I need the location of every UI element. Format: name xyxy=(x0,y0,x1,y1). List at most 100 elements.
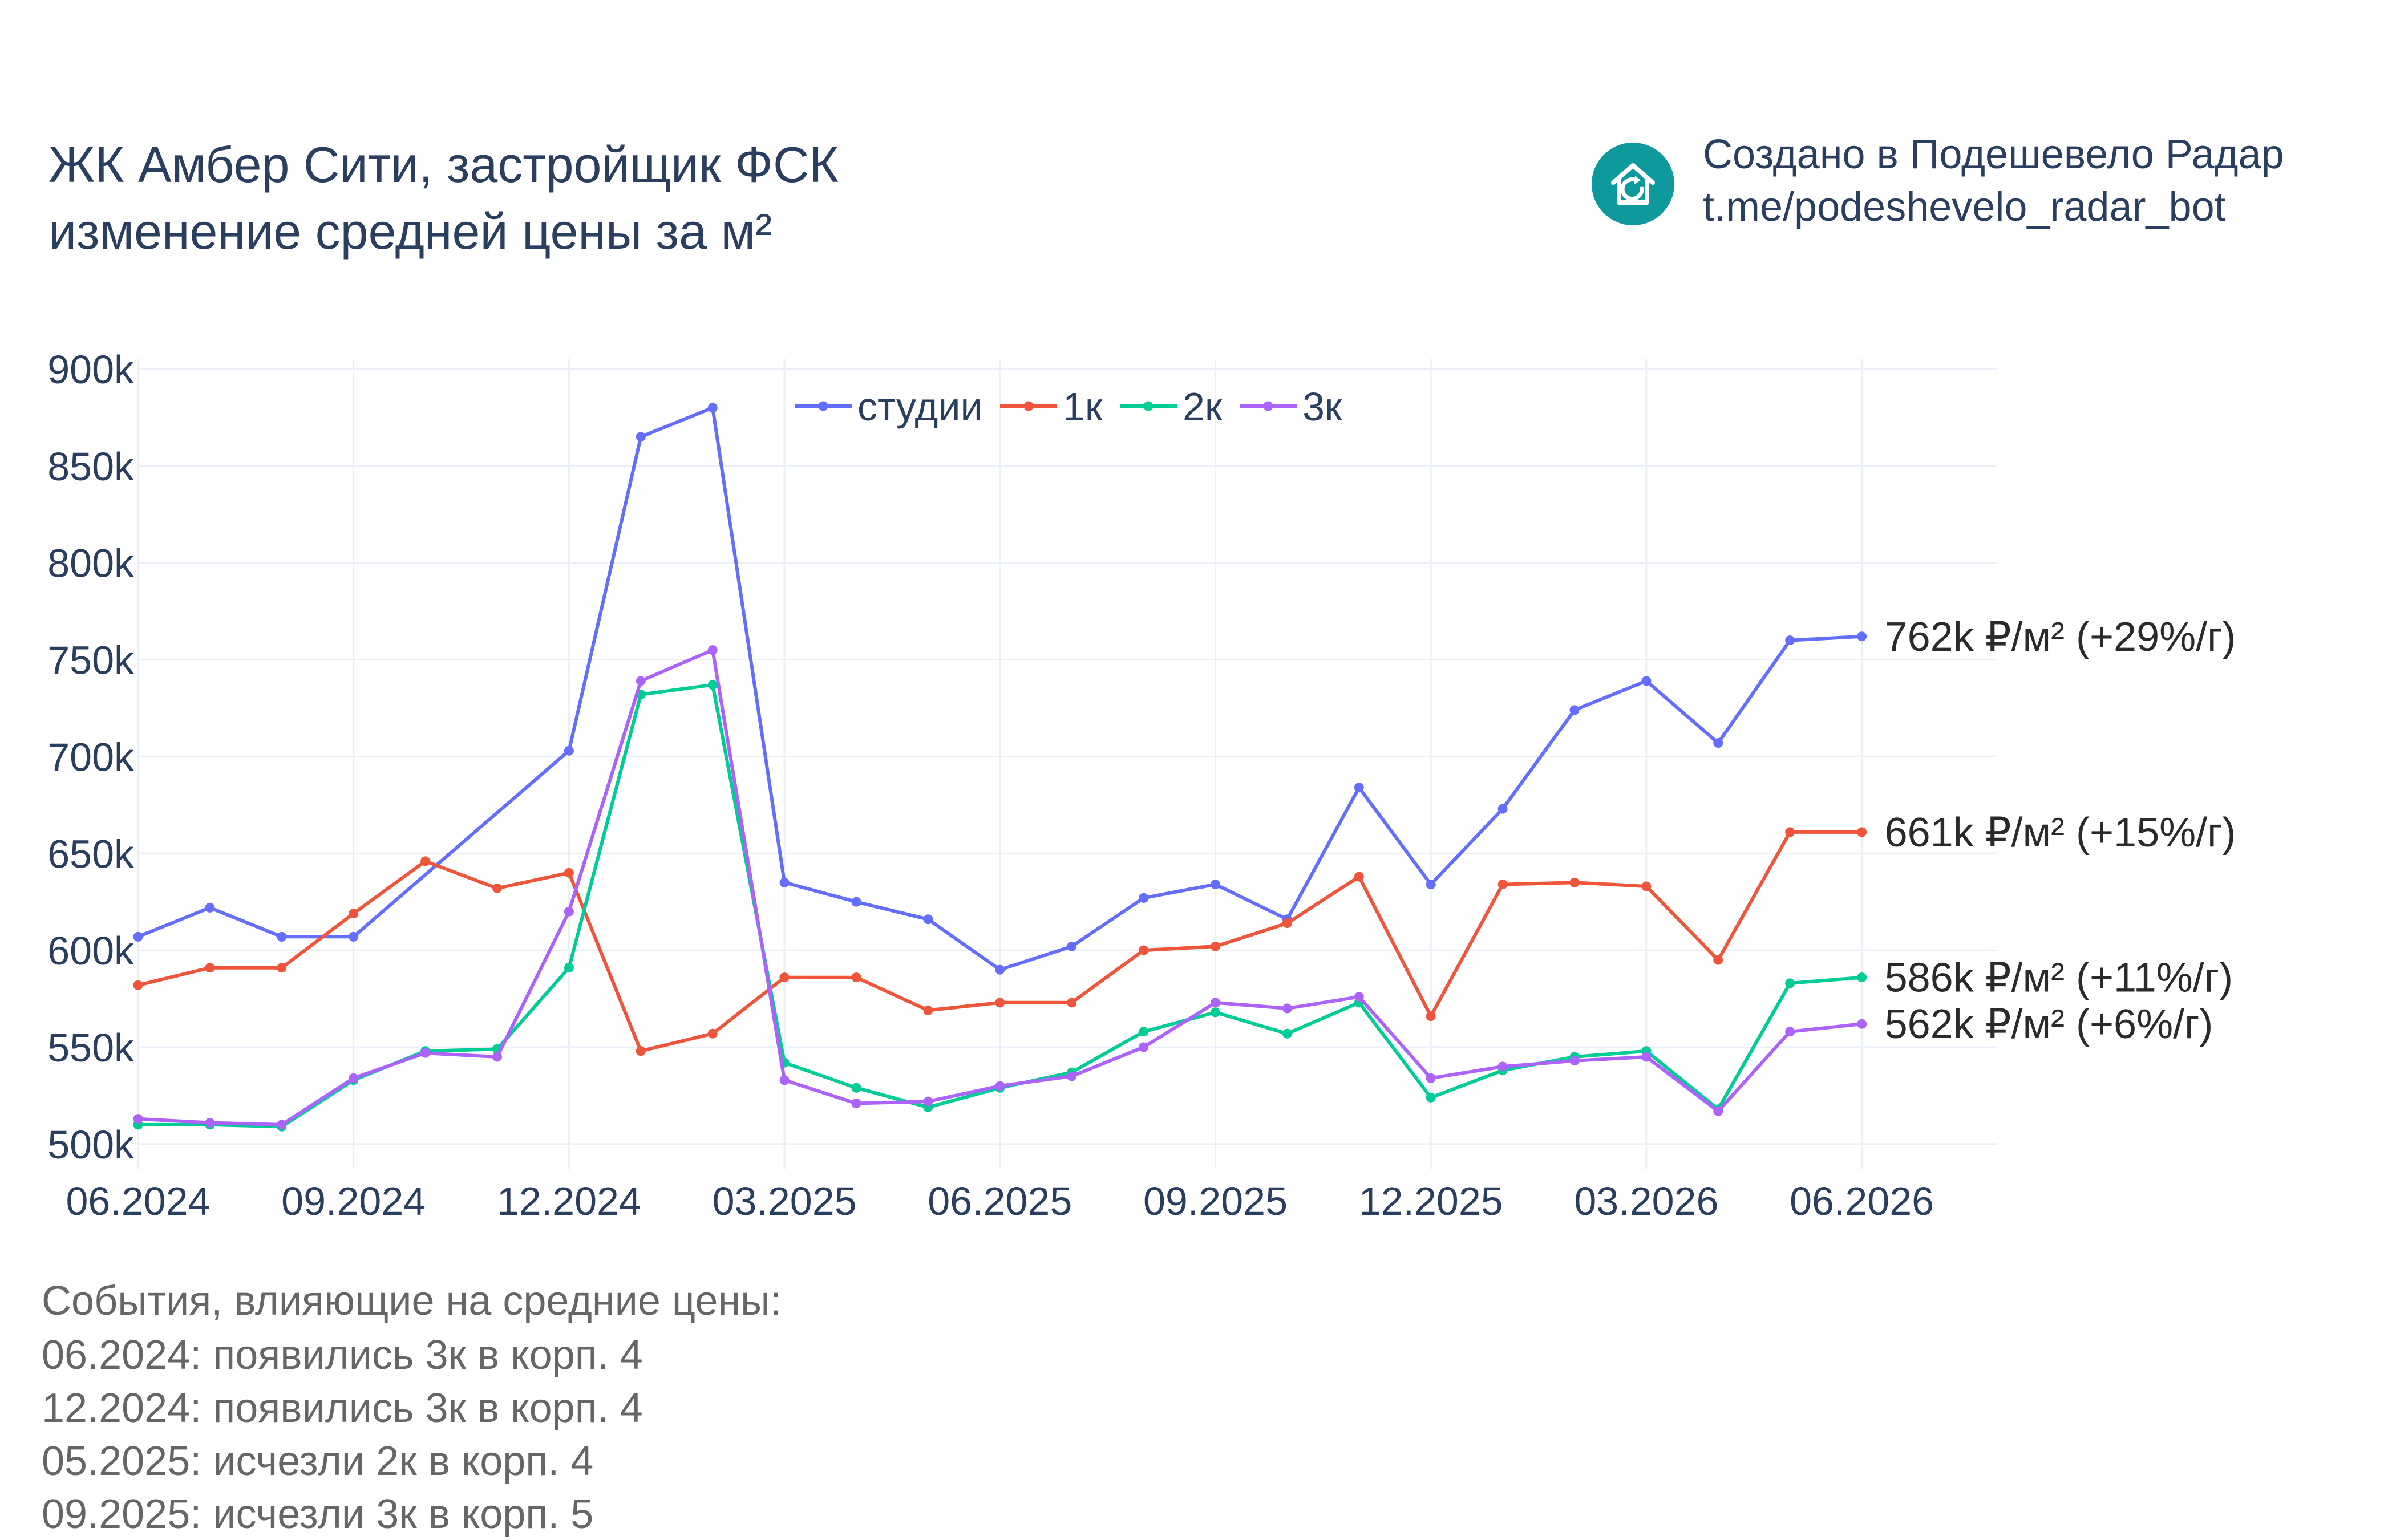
data-point xyxy=(1569,877,1580,887)
legend-marker xyxy=(1263,401,1273,411)
chart-subtitle: изменение средней цены за м² xyxy=(48,203,772,260)
data-point xyxy=(349,909,359,919)
data-point xyxy=(1067,1071,1077,1081)
legend-label: студии xyxy=(857,384,983,429)
data-point xyxy=(1641,881,1652,891)
data-point xyxy=(779,972,790,983)
credit-link: t.me/podeshevelo_radar_bot xyxy=(1703,184,2226,230)
data-point xyxy=(1498,1061,1508,1072)
data-point xyxy=(1354,872,1364,882)
data-point xyxy=(492,883,502,893)
y-tick-label: 800k xyxy=(47,541,135,586)
end-value-label: 586k ₽/м² (+11%/г) xyxy=(1885,955,2233,1001)
y-axis: 500k 550k 600k 650k 700k 750k 800k 850k 900k xyxy=(47,347,135,1167)
data-point xyxy=(923,914,933,925)
y-tick-label: 600k xyxy=(47,929,135,973)
x-tick-label: 06.2025 xyxy=(928,1179,1072,1223)
data-point xyxy=(707,680,718,690)
data-point xyxy=(707,403,718,413)
data-point xyxy=(636,1046,646,1056)
data-point xyxy=(277,1120,287,1130)
data-point xyxy=(1785,827,1795,837)
event-item: 09.2025: исчезли 3к в корп. 5 xyxy=(42,1492,594,1537)
data-point xyxy=(1211,998,1220,1008)
data-point xyxy=(133,931,143,942)
x-tick-label: 06.2024 xyxy=(66,1179,210,1223)
data-point xyxy=(277,963,287,973)
data-point xyxy=(1641,676,1652,686)
data-point xyxy=(1569,705,1580,715)
data-point xyxy=(1857,1019,1867,1029)
data-point xyxy=(1354,783,1364,793)
data-point xyxy=(420,856,431,866)
events-heading: События, влияющие на средние цены: xyxy=(42,1278,782,1324)
data-point xyxy=(1211,1007,1220,1018)
chart-title: ЖК Амбер Сити, застройщик ФСК xyxy=(48,136,839,193)
data-point xyxy=(1211,880,1220,890)
data-point xyxy=(636,676,646,686)
data-point xyxy=(779,1075,790,1085)
legend-label: 2к xyxy=(1183,384,1223,429)
end-value-label: 661k ₽/м² (+15%/г) xyxy=(1885,810,2236,856)
y-tick-label: 550k xyxy=(47,1026,135,1070)
data-point xyxy=(1713,738,1723,748)
y-tick-label: 750k xyxy=(47,638,135,683)
data-point xyxy=(1785,1027,1795,1037)
legend-label: 3к xyxy=(1302,384,1342,429)
data-point xyxy=(1426,1011,1436,1022)
data-point xyxy=(707,1028,718,1039)
data-point xyxy=(1785,978,1795,988)
y-tick-label: 850k xyxy=(47,444,135,489)
legend-marker xyxy=(1023,401,1034,411)
data-point xyxy=(923,1005,933,1015)
series-layer xyxy=(133,403,1867,1132)
line-chart: 500k 550k 600k 650k 700k 750k 800k 850k 900k 06.… xyxy=(47,347,2236,1223)
data-point xyxy=(851,1098,861,1108)
data-point xyxy=(564,745,574,756)
data-point xyxy=(1713,1106,1723,1116)
data-point xyxy=(707,645,718,655)
data-point xyxy=(636,432,646,442)
data-point xyxy=(1426,1092,1436,1103)
y-tick-label: 700k xyxy=(47,735,135,779)
data-point xyxy=(564,906,574,917)
end-labels: 762k ₽/м² (+29%/г) 661k ₽/м² (+15%/г) 586k… xyxy=(1885,614,2236,1047)
legend-marker xyxy=(1143,401,1154,411)
data-point xyxy=(492,1052,502,1062)
data-point xyxy=(1067,941,1077,951)
grid xyxy=(137,359,1997,1169)
data-point xyxy=(1785,635,1795,646)
data-point xyxy=(1139,945,1149,955)
x-tick-label: 03.2026 xyxy=(1574,1179,1718,1223)
data-point xyxy=(1139,893,1149,903)
x-tick-label: 09.2025 xyxy=(1143,1179,1288,1223)
legend-label: 1к xyxy=(1063,384,1103,429)
end-value-label: 762k ₽/м² (+29%/г) xyxy=(1885,614,2236,660)
event-item: 06.2024: появились 3к в корп. 4 xyxy=(42,1332,643,1378)
x-tick-label: 03.2025 xyxy=(713,1179,857,1223)
data-point xyxy=(995,964,1005,975)
data-point xyxy=(1713,955,1723,965)
data-point xyxy=(1067,998,1077,1008)
y-tick-label: 500k xyxy=(47,1122,135,1167)
data-point xyxy=(1139,1042,1149,1052)
data-point xyxy=(1426,880,1436,890)
house-refresh-icon xyxy=(1592,143,1674,225)
data-point xyxy=(1569,1056,1580,1066)
data-point xyxy=(851,1083,861,1093)
data-point xyxy=(1426,1073,1436,1083)
end-value-label: 562k ₽/м² (+6%/г) xyxy=(1885,1002,2213,1047)
data-point xyxy=(1498,804,1508,814)
x-axis: 06.2024 09.2024 12.2024 03.2025 06.2025 09.20… xyxy=(66,1179,1934,1223)
data-point xyxy=(995,998,1005,1008)
data-point xyxy=(1857,972,1867,983)
x-tick-label: 06.2026 xyxy=(1790,1179,1934,1223)
data-point xyxy=(133,1114,143,1124)
legend-marker xyxy=(818,401,828,411)
data-point xyxy=(851,897,861,907)
data-point xyxy=(205,1117,215,1128)
data-point xyxy=(1641,1052,1652,1062)
data-point xyxy=(349,1073,359,1083)
data-point xyxy=(349,931,359,942)
